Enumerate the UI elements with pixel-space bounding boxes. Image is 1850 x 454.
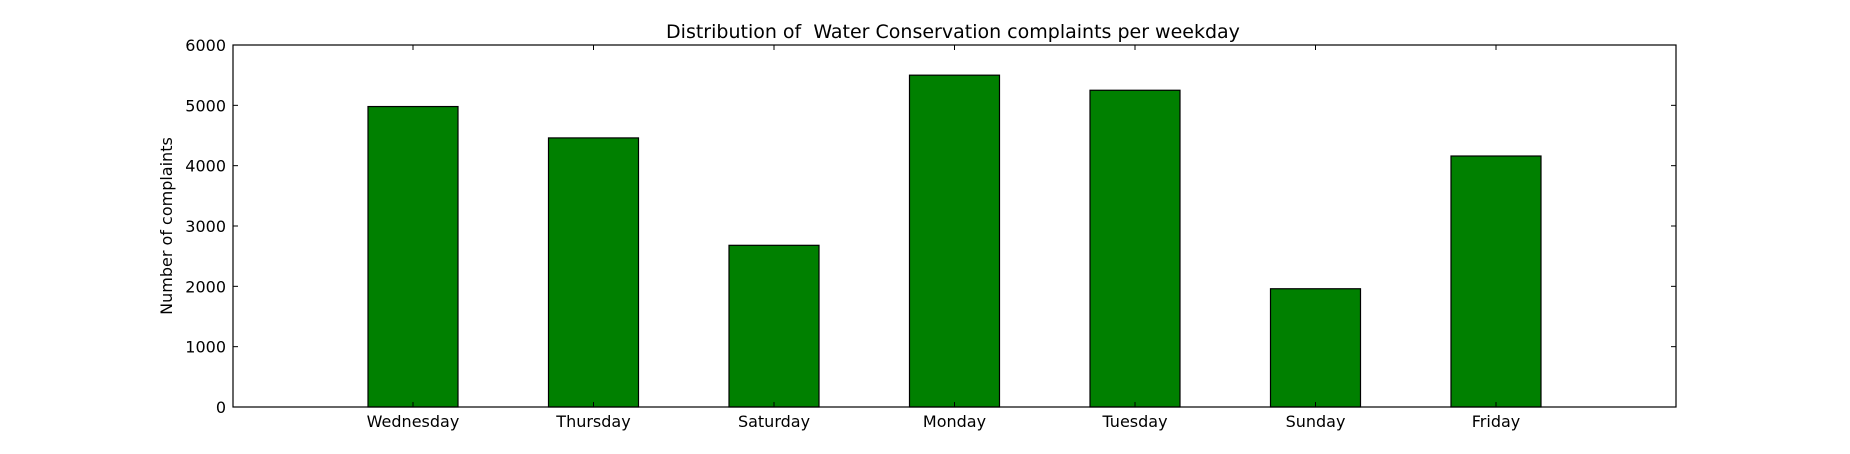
bars-layer	[367, 74, 1542, 408]
y-tick-label-0: 0	[216, 398, 226, 417]
y-tick-label-4000: 4000	[185, 157, 226, 176]
x-tick-label-sunday: Sunday	[1286, 412, 1346, 431]
ticks-layer: Wednesday Thursday Saturday Monday Tuesday Su…	[185, 36, 1676, 431]
bar-saturday	[728, 244, 820, 408]
y-tick-label-3000: 3000	[185, 217, 226, 236]
y-axis-label: Number of complaints	[157, 137, 176, 315]
bar-monday	[908, 74, 1001, 408]
x-tick-label-saturday: Saturday	[738, 412, 810, 431]
bar-friday	[1450, 155, 1542, 408]
x-tick-label-friday: Friday	[1472, 412, 1521, 431]
bar-sunday	[1269, 288, 1362, 408]
y-tick-label-5000: 5000	[185, 96, 226, 115]
x-tick-label-thursday: Thursday	[555, 412, 630, 431]
x-tick-label-tuesday: Tuesday	[1101, 412, 1167, 431]
chart-title: Distribution of Water Conservation compl…	[666, 21, 1240, 43]
bar-thursday	[547, 137, 640, 408]
bar-tuesday	[1089, 89, 1181, 408]
y-tick-label-2000: 2000	[185, 277, 226, 296]
x-tick-label-wednesday: Wednesday	[367, 412, 460, 431]
y-tick-label-6000: 6000	[185, 36, 226, 55]
x-tick-label-monday: Monday	[923, 412, 986, 431]
y-tick-label-1000: 1000	[185, 338, 226, 357]
bar-wednesday	[367, 105, 459, 408]
plot-frame	[232, 44, 1677, 408]
